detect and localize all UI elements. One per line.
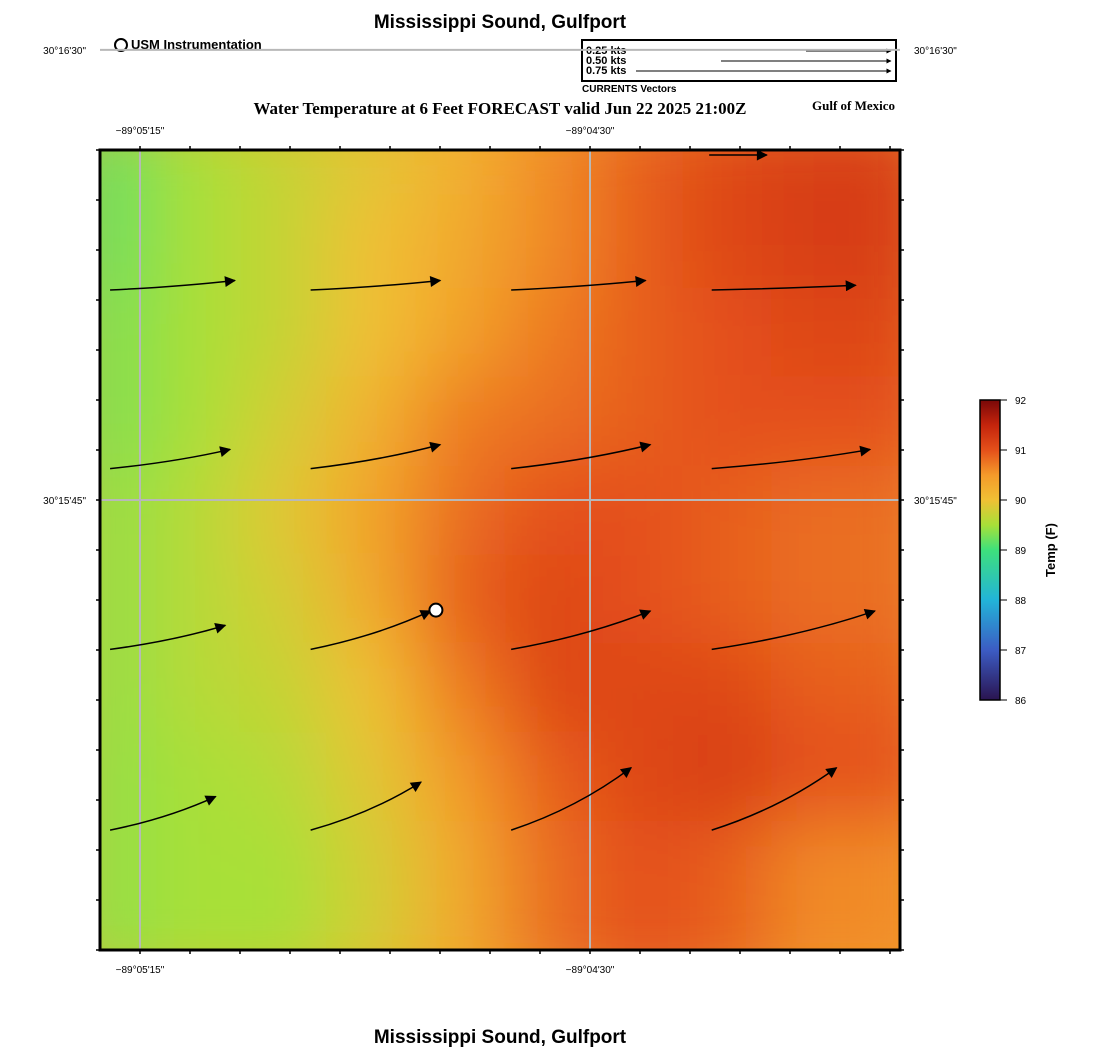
current-vector	[110, 446, 232, 470]
lat-label-right: 30°16'30"	[914, 46, 957, 57]
current-vector	[511, 441, 652, 470]
lon-label-bottom: −89°05'15"	[116, 965, 165, 976]
lon-label-bottom: −89°04'30"	[566, 965, 615, 976]
vector-legend-label-3: 0.75 kts	[586, 65, 627, 77]
colorbar-tick-label: 89	[1015, 546, 1027, 557]
colorbar-tick-label: 86	[1015, 696, 1027, 707]
current-vector	[310, 276, 442, 291]
vector-legend-label-2: 0.50 kts	[586, 55, 627, 67]
colorbar-tick-label: 91	[1015, 446, 1027, 457]
map-footer-title: Mississippi Sound, Gulfport	[373, 1027, 627, 1048]
current-vector	[711, 608, 876, 651]
map-title: Mississippi Sound, Gulfport	[373, 12, 627, 33]
graticule	[100, 48, 900, 950]
current-vectors	[109, 150, 876, 831]
colorbar-gradient	[979, 399, 1001, 701]
lat-label-right: 30°15'45"	[914, 496, 957, 507]
current-vector	[711, 445, 872, 470]
forecast-subtitle: Water Temperature at 6 Feet FORECAST val…	[253, 99, 747, 118]
lon-label-top: −89°04'30"	[566, 126, 615, 137]
current-vector	[310, 610, 432, 651]
temperature-field	[100, 150, 900, 950]
region-label: Gulf of Mexico	[812, 98, 896, 113]
current-vector	[109, 795, 217, 831]
vector-legend-arrows	[636, 48, 892, 74]
colorbar-tick-label: 87	[1015, 646, 1027, 657]
colorbar-tick-label: 88	[1015, 596, 1027, 607]
current-vector	[711, 767, 838, 831]
current-vector	[711, 280, 857, 292]
current-vector	[310, 781, 422, 831]
station-markers	[428, 602, 444, 618]
current-vector	[109, 622, 227, 651]
current-vector	[510, 767, 633, 831]
vector-legend-label-1: 0.25 kts	[586, 45, 627, 57]
current-vector	[310, 441, 442, 470]
colorbar-tick-label: 90	[1015, 496, 1027, 507]
colorbar-tick-label: 92	[1015, 396, 1027, 407]
usm-station-marker	[428, 602, 444, 618]
current-vector	[511, 275, 647, 291]
colorbar-title: Temp (F)	[1043, 523, 1058, 577]
temperature-colorbar: 86 87 88 89 90 91 92 Temp (F)	[979, 396, 1058, 707]
vector-legend-caption: CURRENTS Vectors	[582, 84, 677, 95]
colorbar-ticks: 86 87 88 89 90 91 92	[1000, 396, 1027, 707]
axis-labels: −89°05'15" −89°05'15" −89°04'30" −89°04'30"…	[43, 46, 957, 976]
lat-label-left: 30°16'30"	[43, 46, 86, 57]
instrument-legend-label: USM Instrumentation	[131, 37, 262, 52]
temperature-cell	[771, 821, 900, 950]
current-vector	[110, 276, 236, 291]
current-vector	[511, 609, 652, 651]
vector-legend: 0.25 kts 0.50 kts 0.75 kts	[581, 39, 897, 82]
axis-ticks	[96, 146, 904, 954]
lat-label-left: 30°15'45"	[43, 496, 86, 507]
lon-label-top: −89°05'15"	[116, 126, 165, 137]
instrument-legend: USM Instrumentation	[114, 37, 262, 52]
